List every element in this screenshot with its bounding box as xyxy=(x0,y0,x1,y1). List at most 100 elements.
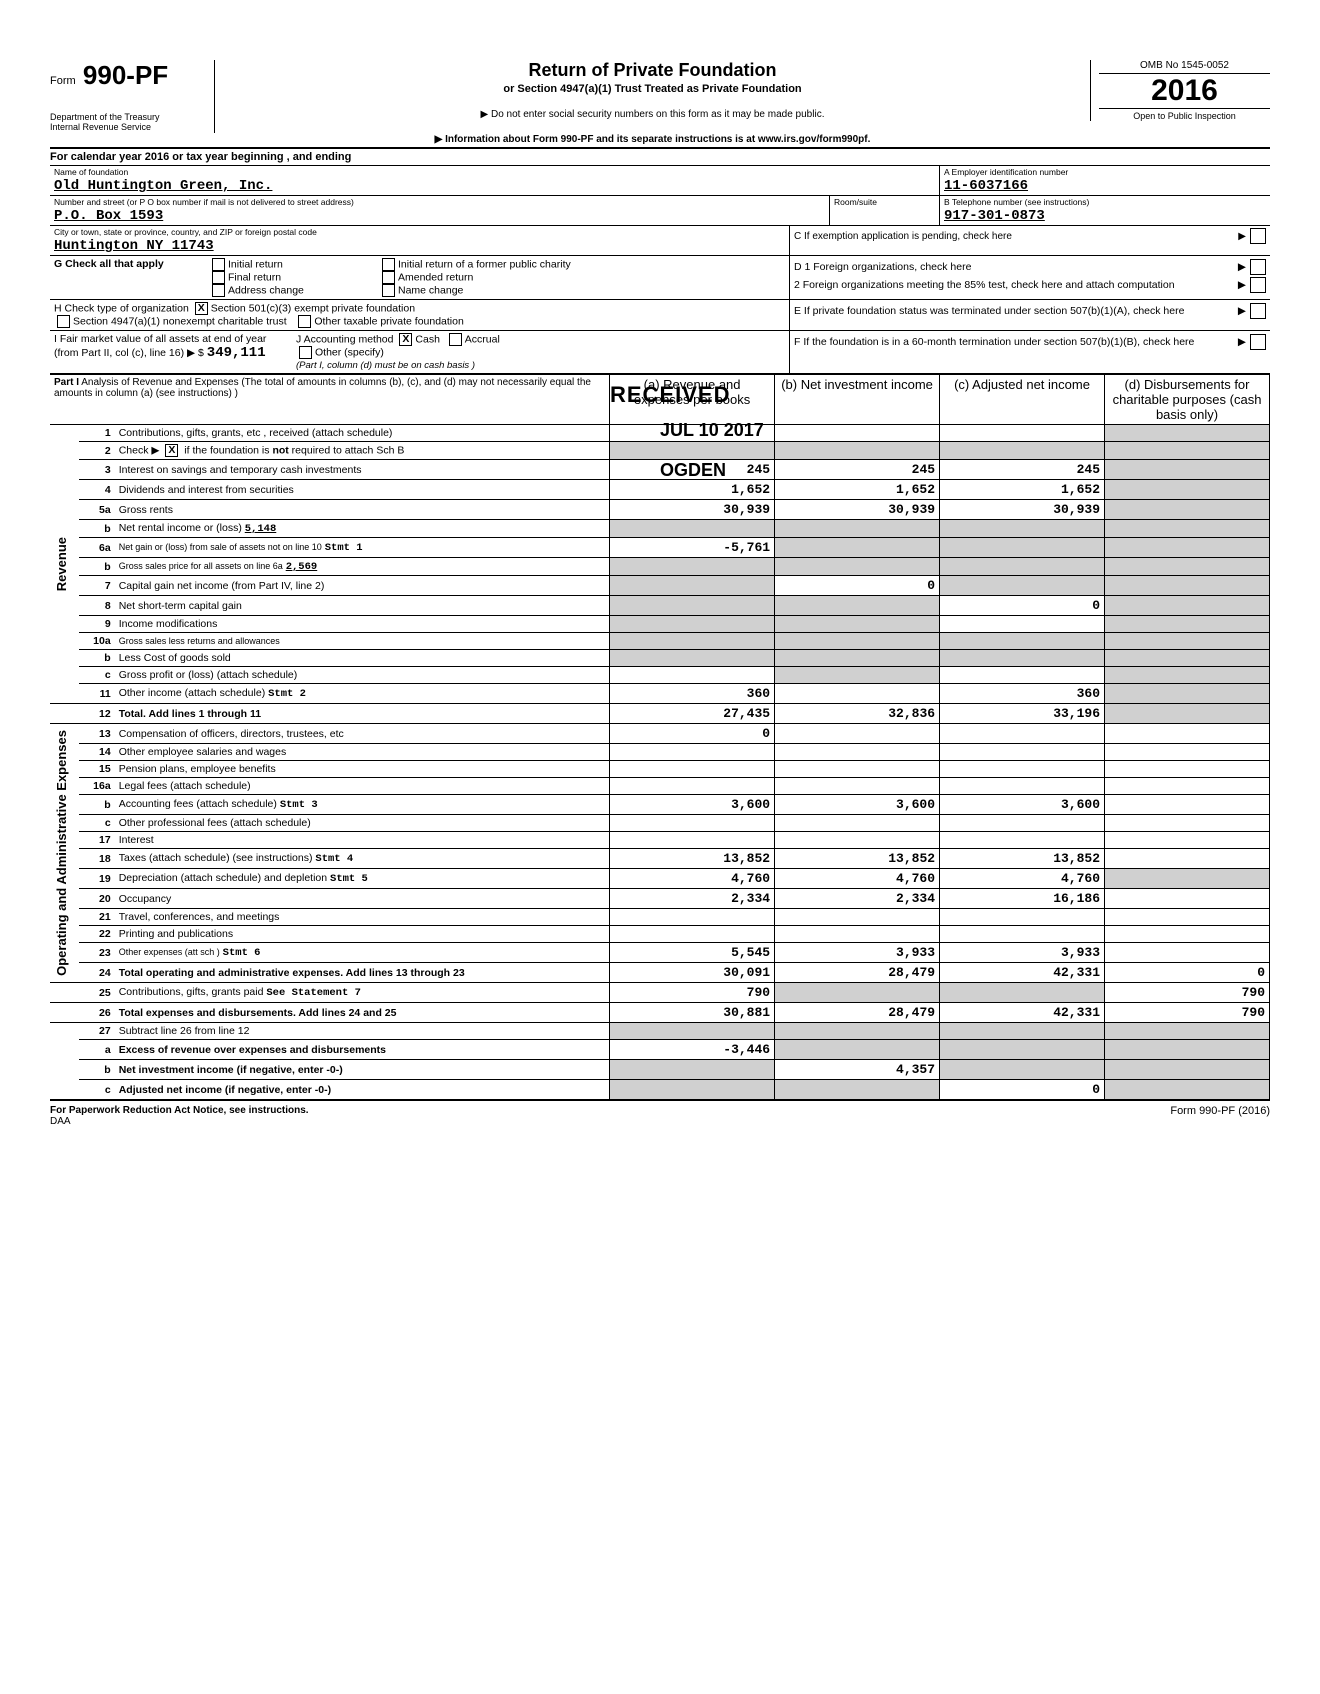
part1-title: Part I xyxy=(54,377,79,388)
calendar-year-line: For calendar year 2016 or tax year begin… xyxy=(50,147,1270,165)
row-2-desc2: if the foundation is not required to att… xyxy=(181,444,404,456)
row-15-num: 15 xyxy=(79,761,115,778)
row-1-desc: Contributions, gifts, grants, etc , rece… xyxy=(115,425,610,442)
row-8-c: 0 xyxy=(940,596,1105,616)
row-15-desc: Pension plans, employee benefits xyxy=(115,761,610,778)
foundation-name: Old Huntington Green, Inc. xyxy=(54,178,935,194)
row-27b-desc: Net investment income (if negative, ente… xyxy=(119,1064,343,1076)
ein-label: A Employer identification number xyxy=(944,167,1266,177)
row-12-c: 33,196 xyxy=(940,704,1105,724)
row-26-d: 790 xyxy=(1105,1003,1270,1023)
row-4-desc: Dividends and interest from securities xyxy=(115,480,610,500)
name-ein-row: Name of foundation Old Huntington Green,… xyxy=(50,165,1270,195)
row-23-stmt: Stmt 6 xyxy=(223,947,261,959)
row-10c-desc: Gross profit or (loss) (attach schedule) xyxy=(115,667,610,684)
cb-name-change[interactable] xyxy=(382,284,395,297)
f-checkbox[interactable] xyxy=(1250,334,1266,350)
h-opt3: Other taxable private foundation xyxy=(314,315,463,327)
g-addr-change: Address change xyxy=(228,284,304,296)
phone-value: 917-301-0873 xyxy=(944,208,1266,224)
row-11-a: 360 xyxy=(610,684,775,704)
row-19-num: 19 xyxy=(79,869,115,889)
row-5b-num: b xyxy=(79,520,115,538)
row-12-desc: Total. Add lines 1 through 11 xyxy=(119,708,261,720)
row-7-num: 7 xyxy=(79,576,115,596)
row-27c-desc: Adjusted net income (if negative, enter … xyxy=(119,1084,331,1096)
row-27b-b: 4,357 xyxy=(775,1060,940,1080)
row-19-desc: Depreciation (attach schedule) and deple… xyxy=(119,872,327,884)
j-accrual: Accrual xyxy=(465,333,500,345)
row-2-desc: Check ▶ xyxy=(119,444,163,456)
row-16b-stmt: Stmt 3 xyxy=(280,799,318,811)
row-17-desc: Interest xyxy=(115,832,610,849)
row-13-a: 0 xyxy=(610,724,775,744)
row-26-c: 42,331 xyxy=(940,1003,1105,1023)
row-10b-num: b xyxy=(79,650,115,667)
row-19-a: 4,760 xyxy=(610,869,775,889)
row-5a-b: 30,939 xyxy=(775,500,940,520)
row-26-b: 28,479 xyxy=(775,1003,940,1023)
row-18-a: 13,852 xyxy=(610,849,775,869)
row-16c-num: c xyxy=(79,815,115,832)
cb-other-tax[interactable] xyxy=(298,315,311,328)
cb-cash[interactable] xyxy=(399,333,412,346)
row-27a-num: a xyxy=(79,1040,115,1060)
row-20-c: 16,186 xyxy=(940,889,1105,909)
row-11-c: 360 xyxy=(940,684,1105,704)
date-stamp: JUL 10 2017 xyxy=(660,420,764,441)
row-10a-num: 10a xyxy=(79,633,115,650)
row-19-c: 4,760 xyxy=(940,869,1105,889)
cb-amended[interactable] xyxy=(382,271,395,284)
row-24-b: 28,479 xyxy=(775,963,940,983)
cb-sch-b[interactable] xyxy=(165,444,178,457)
row-18-b: 13,852 xyxy=(775,849,940,869)
cb-accrual[interactable] xyxy=(449,333,462,346)
cb-final[interactable] xyxy=(212,271,225,284)
row-20-num: 20 xyxy=(79,889,115,909)
c-exemption-label: C If exemption application is pending, c… xyxy=(794,231,1238,242)
row-18-c: 13,852 xyxy=(940,849,1105,869)
h-e-row: H Check type of organization Section 501… xyxy=(50,299,1270,330)
e-checkbox[interactable] xyxy=(1250,303,1266,319)
row-7-desc: Capital gain net income (from Part IV, l… xyxy=(115,576,610,596)
d1-checkbox[interactable] xyxy=(1250,259,1266,275)
addr-phone-row: Number and street (or P O box number if … xyxy=(50,195,1270,225)
row-27-num: 27 xyxy=(79,1023,115,1040)
cb-4947[interactable] xyxy=(57,315,70,328)
row-12-a: 27,435 xyxy=(610,704,775,724)
cb-initial-former[interactable] xyxy=(382,258,395,271)
paperwork-notice: For Paperwork Reduction Act Notice, see … xyxy=(50,1105,309,1116)
row-9-num: 9 xyxy=(79,616,115,633)
row-6a-num: 6a xyxy=(79,538,115,558)
form-number-box: Form 990-PF Department of the Treasury I… xyxy=(50,60,215,133)
form-footer-id: Form 990-PF (2016) xyxy=(1170,1105,1270,1127)
g-final: Final return xyxy=(228,271,281,283)
cb-501c3[interactable] xyxy=(195,302,208,315)
row-16c-desc: Other professional fees (attach schedule… xyxy=(115,815,610,832)
row-5b-desc: Net rental income or (loss) xyxy=(119,522,242,534)
form-title: Return of Private Foundation xyxy=(225,60,1080,81)
cb-addr-change[interactable] xyxy=(212,284,225,297)
g-amended: Amended return xyxy=(398,271,473,283)
row-24-d: 0 xyxy=(1105,963,1270,983)
form-subtitle: or Section 4947(a)(1) Trust Treated as P… xyxy=(225,83,1080,95)
tax-year: 2016 xyxy=(1099,74,1270,108)
row-3-b: 245 xyxy=(775,460,940,480)
d2-checkbox[interactable] xyxy=(1250,277,1266,293)
part1-desc: Analysis of Revenue and Expenses (The to… xyxy=(54,377,591,399)
row-10c-num: c xyxy=(79,667,115,684)
cb-initial[interactable] xyxy=(212,258,225,271)
cb-other-method[interactable] xyxy=(299,346,312,359)
row-24-num: 24 xyxy=(79,963,115,983)
c-checkbox[interactable] xyxy=(1250,228,1266,244)
i-f-row: I Fair market value of all assets at end… xyxy=(50,330,1270,373)
row-20-a: 2,334 xyxy=(610,889,775,909)
row-3-num: 3 xyxy=(79,460,115,480)
row-24-desc: Total operating and administrative expen… xyxy=(119,967,465,979)
row-24-c: 42,331 xyxy=(940,963,1105,983)
revenue-side-label: Revenue xyxy=(54,537,69,591)
row-23-c: 3,933 xyxy=(940,943,1105,963)
row-25-a: 790 xyxy=(610,983,775,1003)
row-13-desc: Compensation of officers, directors, tru… xyxy=(115,724,610,744)
j-other: Other (specify) xyxy=(315,346,384,358)
